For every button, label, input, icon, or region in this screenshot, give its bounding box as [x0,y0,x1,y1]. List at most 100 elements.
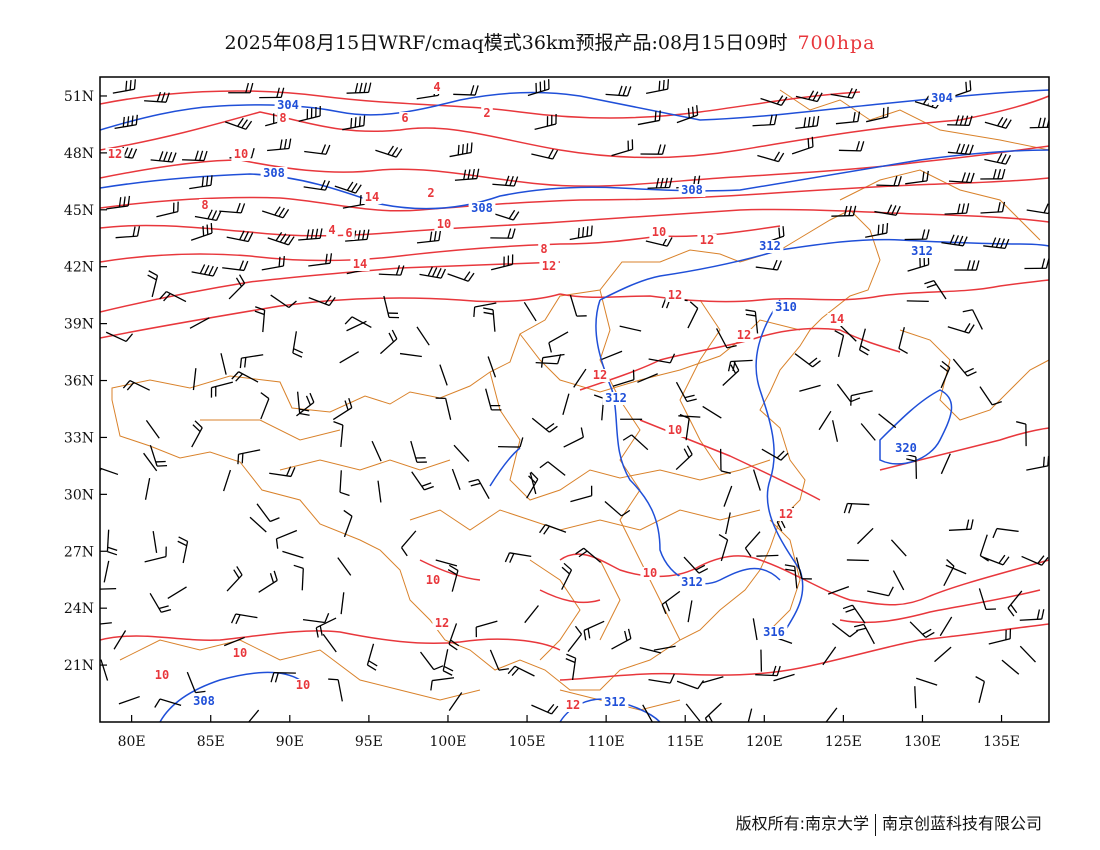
contour-label-bg [293,679,313,692]
contour-label-bg [468,202,496,215]
temperature-contour-label: 8 [201,198,208,212]
wind-barb [836,383,861,403]
wind-barb [675,445,693,471]
contour-label-bg [431,81,443,94]
wind-barb [752,469,761,491]
wind-barb [410,440,427,463]
wind-barb [531,417,558,433]
wind-barb [799,384,821,392]
wind-barb [866,106,889,123]
wind-barb [328,678,343,702]
temperature-contour-label: 12 [700,233,714,247]
wind-barb [1026,203,1049,215]
wind-barb [702,676,724,684]
contour-label-bg [649,226,669,239]
wind-barb [149,444,168,467]
footer-credit: 版权所有:南京大学 南京创蓝科技有限公司 [736,810,1042,836]
contour-label-bg [190,695,218,708]
wind-barb [189,317,210,329]
temperature-contour-label: 8 [540,242,547,256]
wind-barb [756,554,779,557]
wind-barb [256,503,280,523]
contour-label-bg [434,218,454,231]
wind-barb [575,547,602,563]
wind-barb [100,467,119,476]
lon-tick-label: 130E [904,734,941,750]
wind-barb [442,649,454,676]
wind-barb [447,271,475,282]
lat-tick-label: 30N [64,487,94,503]
wind-barb [298,228,323,241]
wind-barb [483,307,496,332]
wind-barb [315,617,337,638]
wind-barb [192,368,197,391]
contour-label-bg [678,576,706,589]
wind-barb [147,270,159,298]
wind-barb [239,354,264,369]
wind-barb [154,698,182,708]
wind-barb [865,223,889,238]
wind-barb [492,175,519,187]
wind-barb [988,628,1012,645]
wind-barb [648,353,676,364]
wind-barb [947,143,974,155]
contour-label-bg [602,392,630,405]
wind-barb [302,612,330,624]
wind-barb [755,665,781,677]
wind-barb [334,181,362,194]
wind-barb [167,586,187,599]
wind-barb [540,353,565,368]
lat-tick-label: 33N [64,430,94,446]
wind-barb [704,702,722,722]
wind-barb [916,677,938,686]
contour-label-bg [734,329,754,342]
lon-tick-label: 115E [667,734,704,750]
wind-barb [377,480,382,503]
wind-barb [687,301,699,329]
contour-label-bg [665,424,685,437]
wind-barb [860,423,876,441]
lat-tick-label: 24N [64,601,94,617]
temperature-contour-label: 12 [566,698,580,712]
wind-barb [191,264,219,277]
contour-label-bg [432,617,452,630]
contour-label-bg [350,258,370,271]
height-contour-label: 316 [763,625,785,639]
contour-label-bg [665,289,685,302]
wind-barbs [100,79,1049,722]
wind-barb [419,651,444,671]
wind-barb [159,290,187,303]
contour-label-bg [601,696,629,709]
wind-barb [794,353,821,368]
wind-barb [106,529,118,556]
wind-barb [186,671,206,694]
wind-barb [675,381,697,403]
wind-barb [371,440,382,462]
wind-barb [687,600,693,623]
wind-barb [249,516,267,533]
wind-barb [604,500,631,517]
height-contour-label: 320 [895,441,917,455]
temperature-contour-label: 6 [401,111,408,125]
wind-barb [105,331,134,343]
contour-label-bg [399,112,411,125]
contour-label-bg [277,112,289,125]
wind-barb [487,356,497,378]
temperature-contour-label: 6 [345,226,352,240]
contour-label-bg [760,626,788,639]
wind-barb [448,623,460,651]
wind-barb [191,420,203,448]
wind-barb [760,95,788,106]
wind-barb [378,265,405,276]
wind-barb [507,665,535,677]
height-contour-label: 304 [277,98,299,112]
contour-label-bg [481,107,493,120]
wind-barb [468,478,490,499]
wind-barb [269,466,296,478]
contour-label-bg [776,508,796,521]
title-main: 2025年08月15日WRF/cmaq模式36km预报产品:08月15日09时 [224,32,788,54]
wind-barb [757,151,785,163]
contour-label-bg [326,224,338,237]
temperature-contour-label: 10 [296,678,310,692]
